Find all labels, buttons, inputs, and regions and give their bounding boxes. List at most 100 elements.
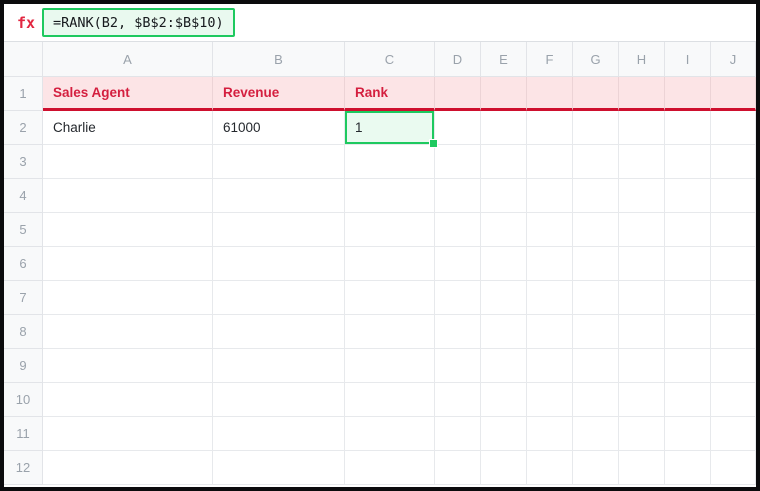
cell-F10[interactable] xyxy=(527,383,573,417)
cell-D5[interactable] xyxy=(435,213,481,247)
column-header-C[interactable]: C xyxy=(345,42,435,77)
cell-E4[interactable] xyxy=(481,179,527,213)
cell-A1[interactable]: Sales Agent xyxy=(43,77,213,111)
cell-J4[interactable] xyxy=(711,179,756,213)
row-header-12[interactable]: 12 xyxy=(4,451,43,485)
cell-H11[interactable] xyxy=(619,417,665,451)
cell-E6[interactable] xyxy=(481,247,527,281)
cell-J8[interactable] xyxy=(711,315,756,349)
row-header-1[interactable]: 1 xyxy=(4,77,43,111)
cell-J3[interactable] xyxy=(711,145,756,179)
cell-F7[interactable] xyxy=(527,281,573,315)
cell-H4[interactable] xyxy=(619,179,665,213)
cell-B3[interactable] xyxy=(213,145,345,179)
cell-E8[interactable] xyxy=(481,315,527,349)
cell-G4[interactable] xyxy=(573,179,619,213)
cell-G5[interactable] xyxy=(573,213,619,247)
cell-E1[interactable] xyxy=(481,77,527,111)
cell-B8[interactable] xyxy=(213,315,345,349)
cell-D7[interactable] xyxy=(435,281,481,315)
cell-A12[interactable] xyxy=(43,451,213,485)
column-header-F[interactable]: F xyxy=(527,42,573,77)
cell-C8[interactable] xyxy=(345,315,435,349)
cell-C5[interactable] xyxy=(345,213,435,247)
cell-H6[interactable] xyxy=(619,247,665,281)
row-header-10[interactable]: 10 xyxy=(4,383,43,417)
cell-E12[interactable] xyxy=(481,451,527,485)
cell-E10[interactable] xyxy=(481,383,527,417)
cell-G10[interactable] xyxy=(573,383,619,417)
cell-F6[interactable] xyxy=(527,247,573,281)
cell-B12[interactable] xyxy=(213,451,345,485)
cell-D12[interactable] xyxy=(435,451,481,485)
cell-E11[interactable] xyxy=(481,417,527,451)
cell-J10[interactable] xyxy=(711,383,756,417)
cell-C3[interactable] xyxy=(345,145,435,179)
cell-A11[interactable] xyxy=(43,417,213,451)
column-header-D[interactable]: D xyxy=(435,42,481,77)
cell-B11[interactable] xyxy=(213,417,345,451)
row-header-4[interactable]: 4 xyxy=(4,179,43,213)
cell-C9[interactable] xyxy=(345,349,435,383)
cell-H9[interactable] xyxy=(619,349,665,383)
row-header-3[interactable]: 3 xyxy=(4,145,43,179)
cell-J2[interactable] xyxy=(711,111,756,145)
column-header-E[interactable]: E xyxy=(481,42,527,77)
cell-D11[interactable] xyxy=(435,417,481,451)
cell-C4[interactable] xyxy=(345,179,435,213)
cell-E2[interactable] xyxy=(481,111,527,145)
cell-A7[interactable] xyxy=(43,281,213,315)
cell-I3[interactable] xyxy=(665,145,711,179)
cell-J9[interactable] xyxy=(711,349,756,383)
column-header-A[interactable]: A xyxy=(43,42,213,77)
cell-J11[interactable] xyxy=(711,417,756,451)
cell-G7[interactable] xyxy=(573,281,619,315)
column-header-H[interactable]: H xyxy=(619,42,665,77)
cell-J12[interactable] xyxy=(711,451,756,485)
cell-G12[interactable] xyxy=(573,451,619,485)
cell-F11[interactable] xyxy=(527,417,573,451)
cell-E3[interactable] xyxy=(481,145,527,179)
cell-I8[interactable] xyxy=(665,315,711,349)
cell-E9[interactable] xyxy=(481,349,527,383)
cell-H1[interactable] xyxy=(619,77,665,111)
row-header-5[interactable]: 5 xyxy=(4,213,43,247)
cell-B2[interactable]: 61000 xyxy=(213,111,345,145)
cell-G2[interactable] xyxy=(573,111,619,145)
cell-G9[interactable] xyxy=(573,349,619,383)
cell-D10[interactable] xyxy=(435,383,481,417)
cell-G6[interactable] xyxy=(573,247,619,281)
cell-B1[interactable]: Revenue xyxy=(213,77,345,111)
cell-G8[interactable] xyxy=(573,315,619,349)
row-header-11[interactable]: 11 xyxy=(4,417,43,451)
cell-C11[interactable] xyxy=(345,417,435,451)
cell-C7[interactable] xyxy=(345,281,435,315)
cell-G3[interactable] xyxy=(573,145,619,179)
cell-F2[interactable] xyxy=(527,111,573,145)
cell-A10[interactable] xyxy=(43,383,213,417)
cell-C2[interactable]: 1 xyxy=(345,111,438,148)
cell-A2[interactable]: Charlie xyxy=(43,111,213,145)
column-header-B[interactable]: B xyxy=(213,42,345,77)
cell-G11[interactable] xyxy=(573,417,619,451)
cell-E5[interactable] xyxy=(481,213,527,247)
row-header-7[interactable]: 7 xyxy=(4,281,43,315)
cell-B9[interactable] xyxy=(213,349,345,383)
cell-B7[interactable] xyxy=(213,281,345,315)
cell-B6[interactable] xyxy=(213,247,345,281)
cell-D4[interactable] xyxy=(435,179,481,213)
cell-I2[interactable] xyxy=(665,111,711,145)
row-header-9[interactable]: 9 xyxy=(4,349,43,383)
cell-D1[interactable] xyxy=(435,77,481,111)
row-header-6[interactable]: 6 xyxy=(4,247,43,281)
cell-D3[interactable] xyxy=(435,145,481,179)
cell-I10[interactable] xyxy=(665,383,711,417)
cell-I1[interactable] xyxy=(665,77,711,111)
cell-I6[interactable] xyxy=(665,247,711,281)
cell-D8[interactable] xyxy=(435,315,481,349)
cell-J7[interactable] xyxy=(711,281,756,315)
cell-D2[interactable] xyxy=(435,111,481,145)
cell-F12[interactable] xyxy=(527,451,573,485)
cell-J1[interactable] xyxy=(711,77,756,111)
cell-A4[interactable] xyxy=(43,179,213,213)
